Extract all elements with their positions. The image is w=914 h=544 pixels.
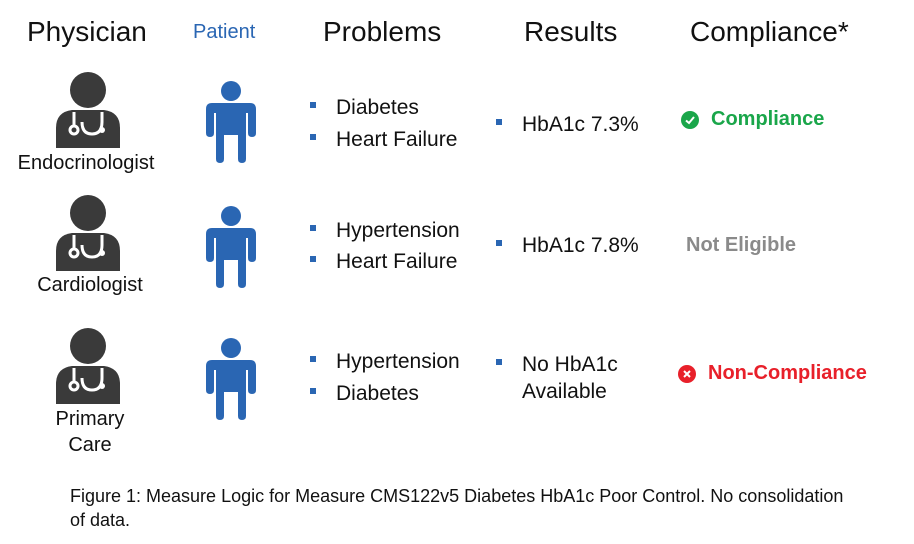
problem-item: Hypertension	[310, 219, 460, 243]
result-item: HbA1c 7.3%	[496, 111, 639, 138]
physician-specialty: Cardiologist	[37, 274, 143, 296]
bullet-icon	[496, 240, 502, 247]
result-item: HbA1c 7.8%	[496, 232, 639, 259]
problem-item: Diabetes	[310, 382, 419, 406]
bullet-icon	[496, 359, 502, 366]
bullet-icon	[310, 225, 316, 232]
physician-icon	[56, 195, 120, 271]
physician-icon	[56, 72, 120, 148]
header-compliance: Compliance*	[690, 16, 849, 47]
header-patient: Patient	[193, 21, 256, 43]
x-circle-icon	[678, 364, 696, 383]
problem-item: Heart Failure	[310, 250, 457, 274]
bullet-icon	[310, 256, 316, 263]
bullet-icon	[310, 134, 316, 141]
physician-icon	[56, 328, 120, 404]
physician-specialty: Endocrinologist	[17, 152, 155, 174]
bullet-icon	[310, 388, 316, 395]
header-problems: Problems	[323, 16, 442, 47]
status-badge: Not Eligible	[686, 234, 796, 256]
result-item: No HbA1c Available	[496, 351, 618, 405]
problem-item: Diabetes	[310, 96, 419, 120]
patient-icon	[206, 81, 256, 163]
check-circle-icon	[681, 110, 699, 129]
bullet-icon	[496, 119, 502, 126]
physician-specialty: Primary Care	[55, 408, 125, 456]
header-results: Results	[524, 16, 618, 47]
patient-icon	[206, 338, 256, 420]
status-badge: Non-Compliance	[678, 362, 867, 385]
patient-icon	[206, 206, 256, 288]
figure-caption: Figure 1: Measure Logic for Measure CMS1…	[70, 486, 844, 530]
header-physician: Physician	[27, 16, 147, 47]
bullet-icon	[310, 356, 316, 363]
bullet-icon	[310, 102, 316, 109]
status-badge: Compliance	[681, 108, 824, 131]
problem-item: Hypertension	[310, 350, 460, 374]
problem-item: Heart Failure	[310, 128, 457, 152]
